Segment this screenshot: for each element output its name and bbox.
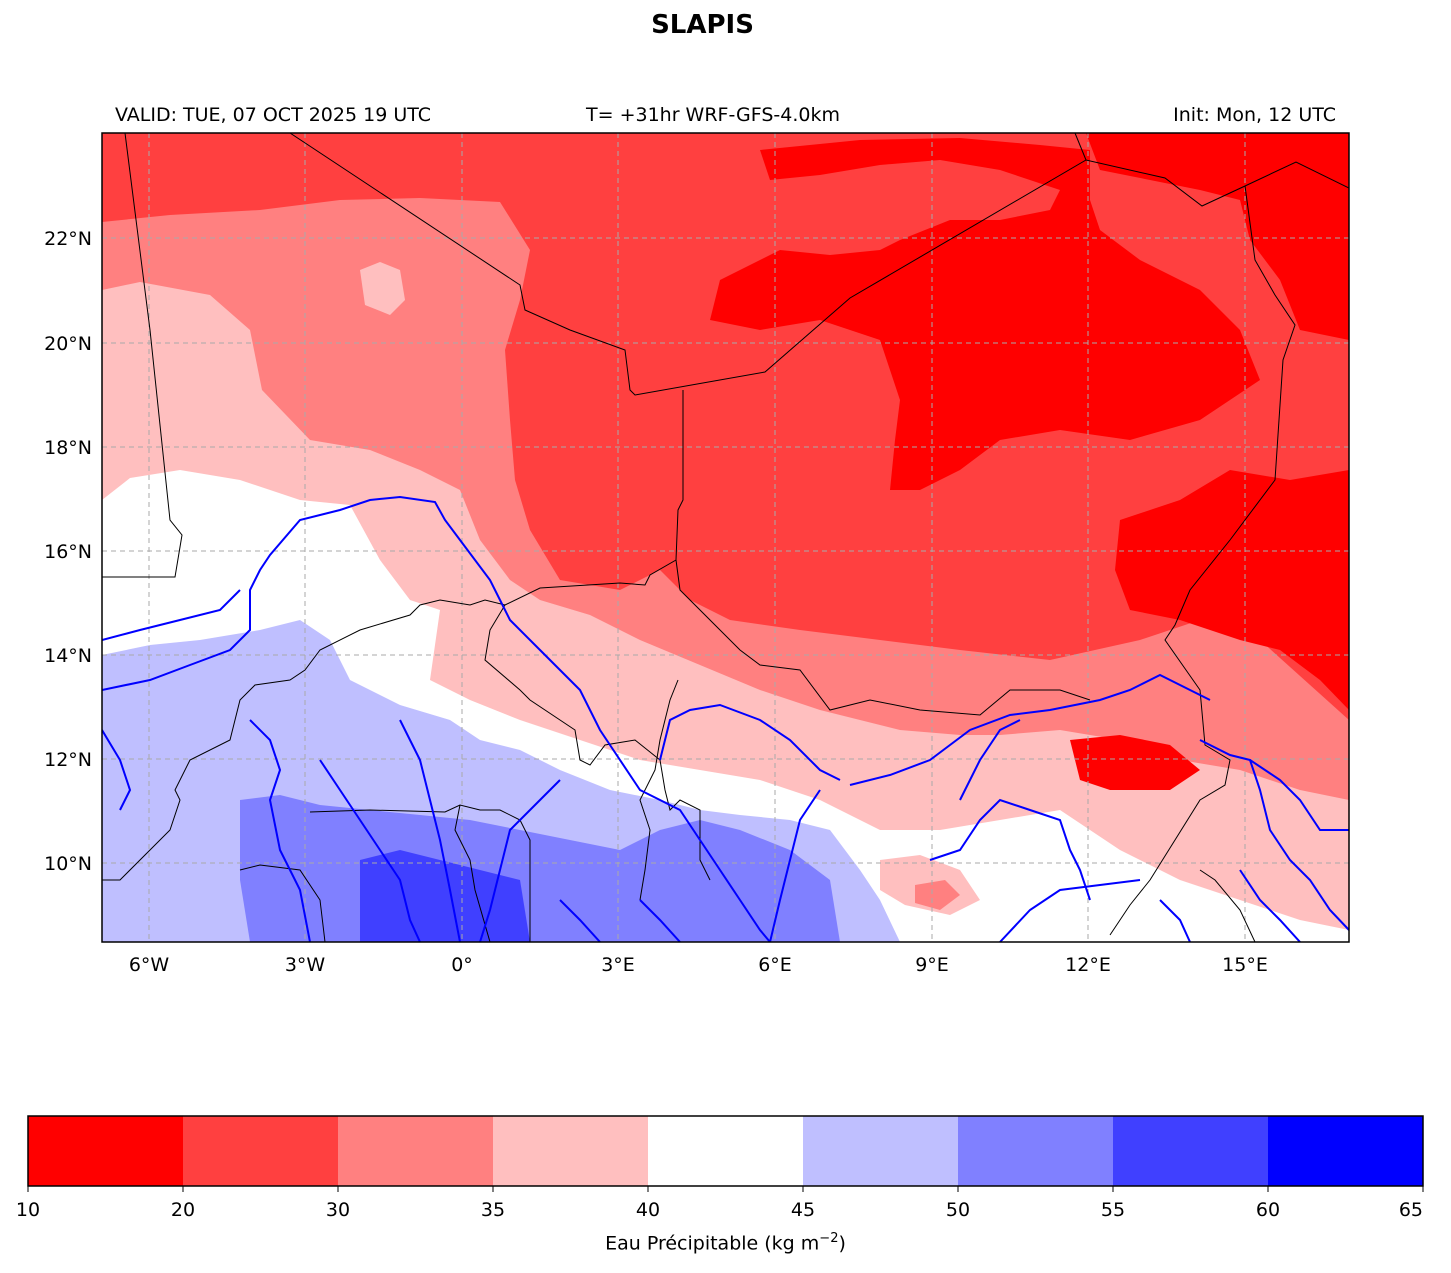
- field-10-20-east: [1115, 470, 1349, 710]
- colorbar-tick-label: 60: [1256, 1199, 1280, 1221]
- rivers: [102, 495, 1349, 942]
- colorbar-bin: [648, 1116, 803, 1186]
- colorbar-tick-label: 10: [16, 1199, 40, 1221]
- colorbar-frame: [27, 1115, 1424, 1187]
- colorbar-tick-label: 50: [946, 1199, 970, 1221]
- lat-tick-label: 20°N: [44, 333, 92, 355]
- map-gridlines: [102, 133, 1349, 942]
- lon-tick-label: 3°E: [601, 954, 635, 976]
- lon-tick-label: 6°W: [129, 954, 170, 976]
- field-10-20-chad: [1070, 735, 1200, 790]
- lat-tick-label: 18°N: [44, 437, 92, 459]
- lon-tick-label: 9°E: [915, 954, 949, 976]
- lat-tick-label: 16°N: [44, 541, 92, 563]
- colorbar-bin: [338, 1116, 493, 1186]
- colorbar-bin: [1268, 1116, 1423, 1186]
- field-10-20-northeast: [1086, 133, 1349, 340]
- colorbar-title-main: Eau Précipitable (kg m: [605, 1232, 820, 1255]
- forecast-model-label: T= +31hr WRF-GFS-4.0km: [586, 104, 840, 126]
- lat-tick-label: 12°N: [44, 749, 92, 771]
- field-30-35-patch: [915, 880, 960, 910]
- colorbar-tick-label: 65: [1399, 1199, 1423, 1221]
- colorbar-bin: [958, 1116, 1113, 1186]
- colorbar: 10 20 30 35 40 45 50 55 60 65: [16, 1115, 1424, 1221]
- colorbar-title: Eau Précipitable (kg m−2): [0, 1231, 1451, 1254]
- colorbar-tick-label: 30: [326, 1199, 350, 1221]
- valid-time-label: VALID: TUE, 07 OCT 2025 19 UTC: [115, 104, 431, 126]
- colorbar-tick-label: 45: [791, 1199, 815, 1221]
- colorbar-bin: [183, 1116, 338, 1186]
- field-35-40-patch: [360, 262, 405, 315]
- lon-tick-label: 6°E: [758, 954, 792, 976]
- colorbar-bin: [493, 1116, 648, 1186]
- lat-tick-label: 14°N: [44, 645, 92, 667]
- colorbar-tick-label: 35: [481, 1199, 505, 1221]
- lat-tick-label: 22°N: [44, 228, 92, 250]
- colorbar-ticks: [27, 1186, 1424, 1192]
- lon-tick-label: 15°E: [1222, 954, 1268, 976]
- lon-tick-label: 3°W: [285, 954, 326, 976]
- lon-tick-label: 12°E: [1065, 954, 1111, 976]
- longitude-tick-labels: 6°W 3°W 0° 3°E 6°E 9°E 12°E 15°E: [129, 954, 1268, 976]
- precipitable-water-field: [102, 133, 1349, 942]
- field-10-20-north: [710, 138, 1260, 490]
- lon-tick-label: 0°: [451, 954, 473, 976]
- colorbar-tick-label: 20: [171, 1199, 195, 1221]
- colorbar-tick-label: 40: [636, 1199, 660, 1221]
- colorbar-title-exponent: −2: [819, 1231, 839, 1246]
- colorbar-tick-label: 55: [1101, 1199, 1125, 1221]
- colorbar-bin: [28, 1116, 183, 1186]
- latitude-tick-labels: 22°N 20°N 18°N 16°N 14°N 12°N 10°N: [44, 228, 92, 875]
- map-title: SLAPIS: [651, 10, 754, 40]
- init-time-label: Init: Mon, 12 UTC: [1173, 104, 1336, 126]
- lat-tick-label: 10°N: [44, 853, 92, 875]
- country-borders: [102, 133, 1349, 942]
- colorbar-title-close: ): [838, 1232, 846, 1255]
- colorbar-bin: [1113, 1116, 1268, 1186]
- colorbar-bin: [803, 1116, 958, 1186]
- map-frame: [101, 132, 1350, 943]
